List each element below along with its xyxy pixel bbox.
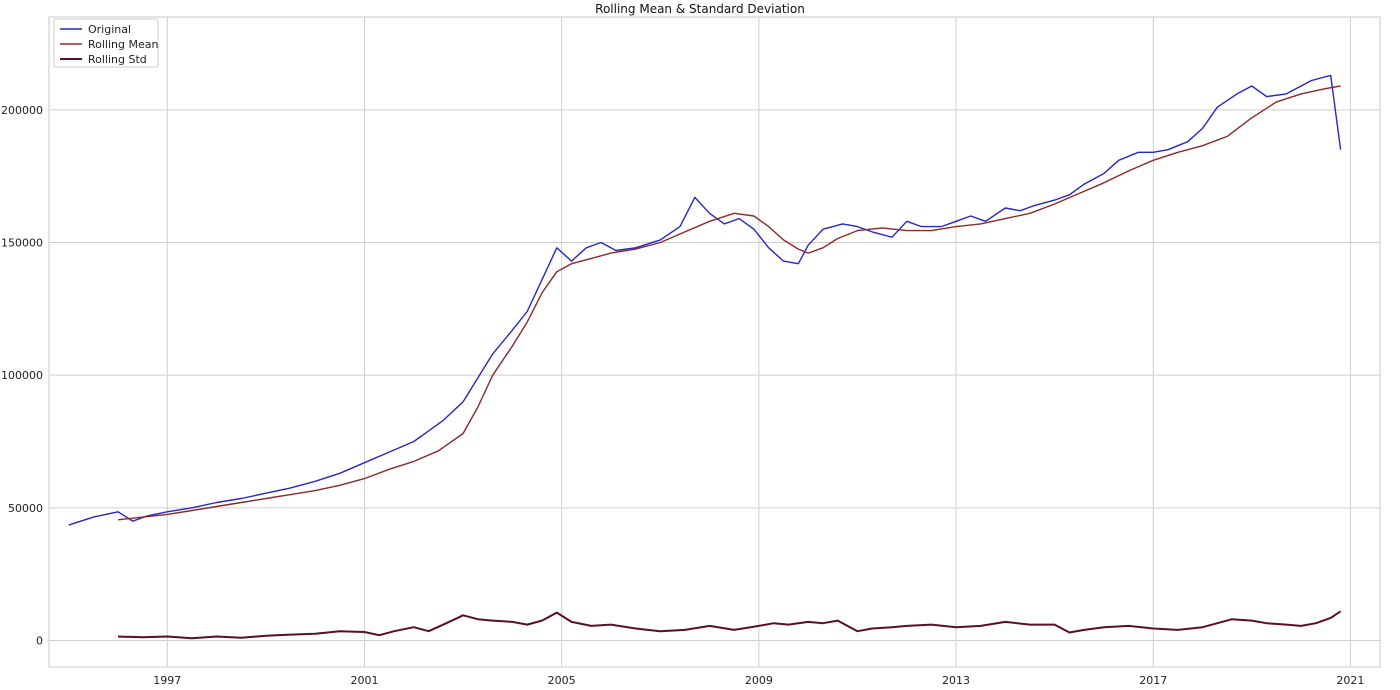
legend-box bbox=[53, 18, 159, 68]
plot-frame bbox=[48, 16, 1381, 668]
y-axis: 0 50000 100000 150000 200000 bbox=[1, 104, 43, 648]
x-tick-label: 2013 bbox=[942, 674, 970, 687]
x-axis: 1997 2001 2005 2009 2013 2017 2021 bbox=[153, 674, 1364, 687]
legend: Original Rolling Mean Rolling Std bbox=[53, 18, 159, 68]
legend-label-original: Original bbox=[88, 23, 131, 36]
series-line-rolling-mean bbox=[117, 85, 1341, 521]
x-tick-label: 2017 bbox=[1139, 674, 1167, 687]
y-tick-label: 100000 bbox=[1, 369, 43, 382]
x-tick-label: 2005 bbox=[548, 674, 576, 687]
chart-title: Rolling Mean & Standard Deviation bbox=[595, 2, 805, 16]
legend-label-rolling-mean: Rolling Mean bbox=[88, 38, 158, 51]
y-tick-label: 150000 bbox=[1, 237, 43, 250]
series-line-original bbox=[68, 74, 1342, 526]
x-tick-label: 1997 bbox=[153, 674, 181, 687]
y-tick-label: 50000 bbox=[8, 502, 43, 515]
series-layer bbox=[68, 74, 1342, 640]
y-tick-label: 200000 bbox=[1, 104, 43, 117]
series-line-rolling-std bbox=[117, 610, 1342, 640]
x-tick-label: 2001 bbox=[350, 674, 378, 687]
grid bbox=[49, 17, 1380, 667]
legend-label-rolling-std: Rolling Std bbox=[88, 53, 147, 66]
x-tick-label: 2009 bbox=[745, 674, 773, 687]
x-tick-label: 2021 bbox=[1336, 674, 1364, 687]
y-tick-label: 0 bbox=[36, 634, 43, 647]
